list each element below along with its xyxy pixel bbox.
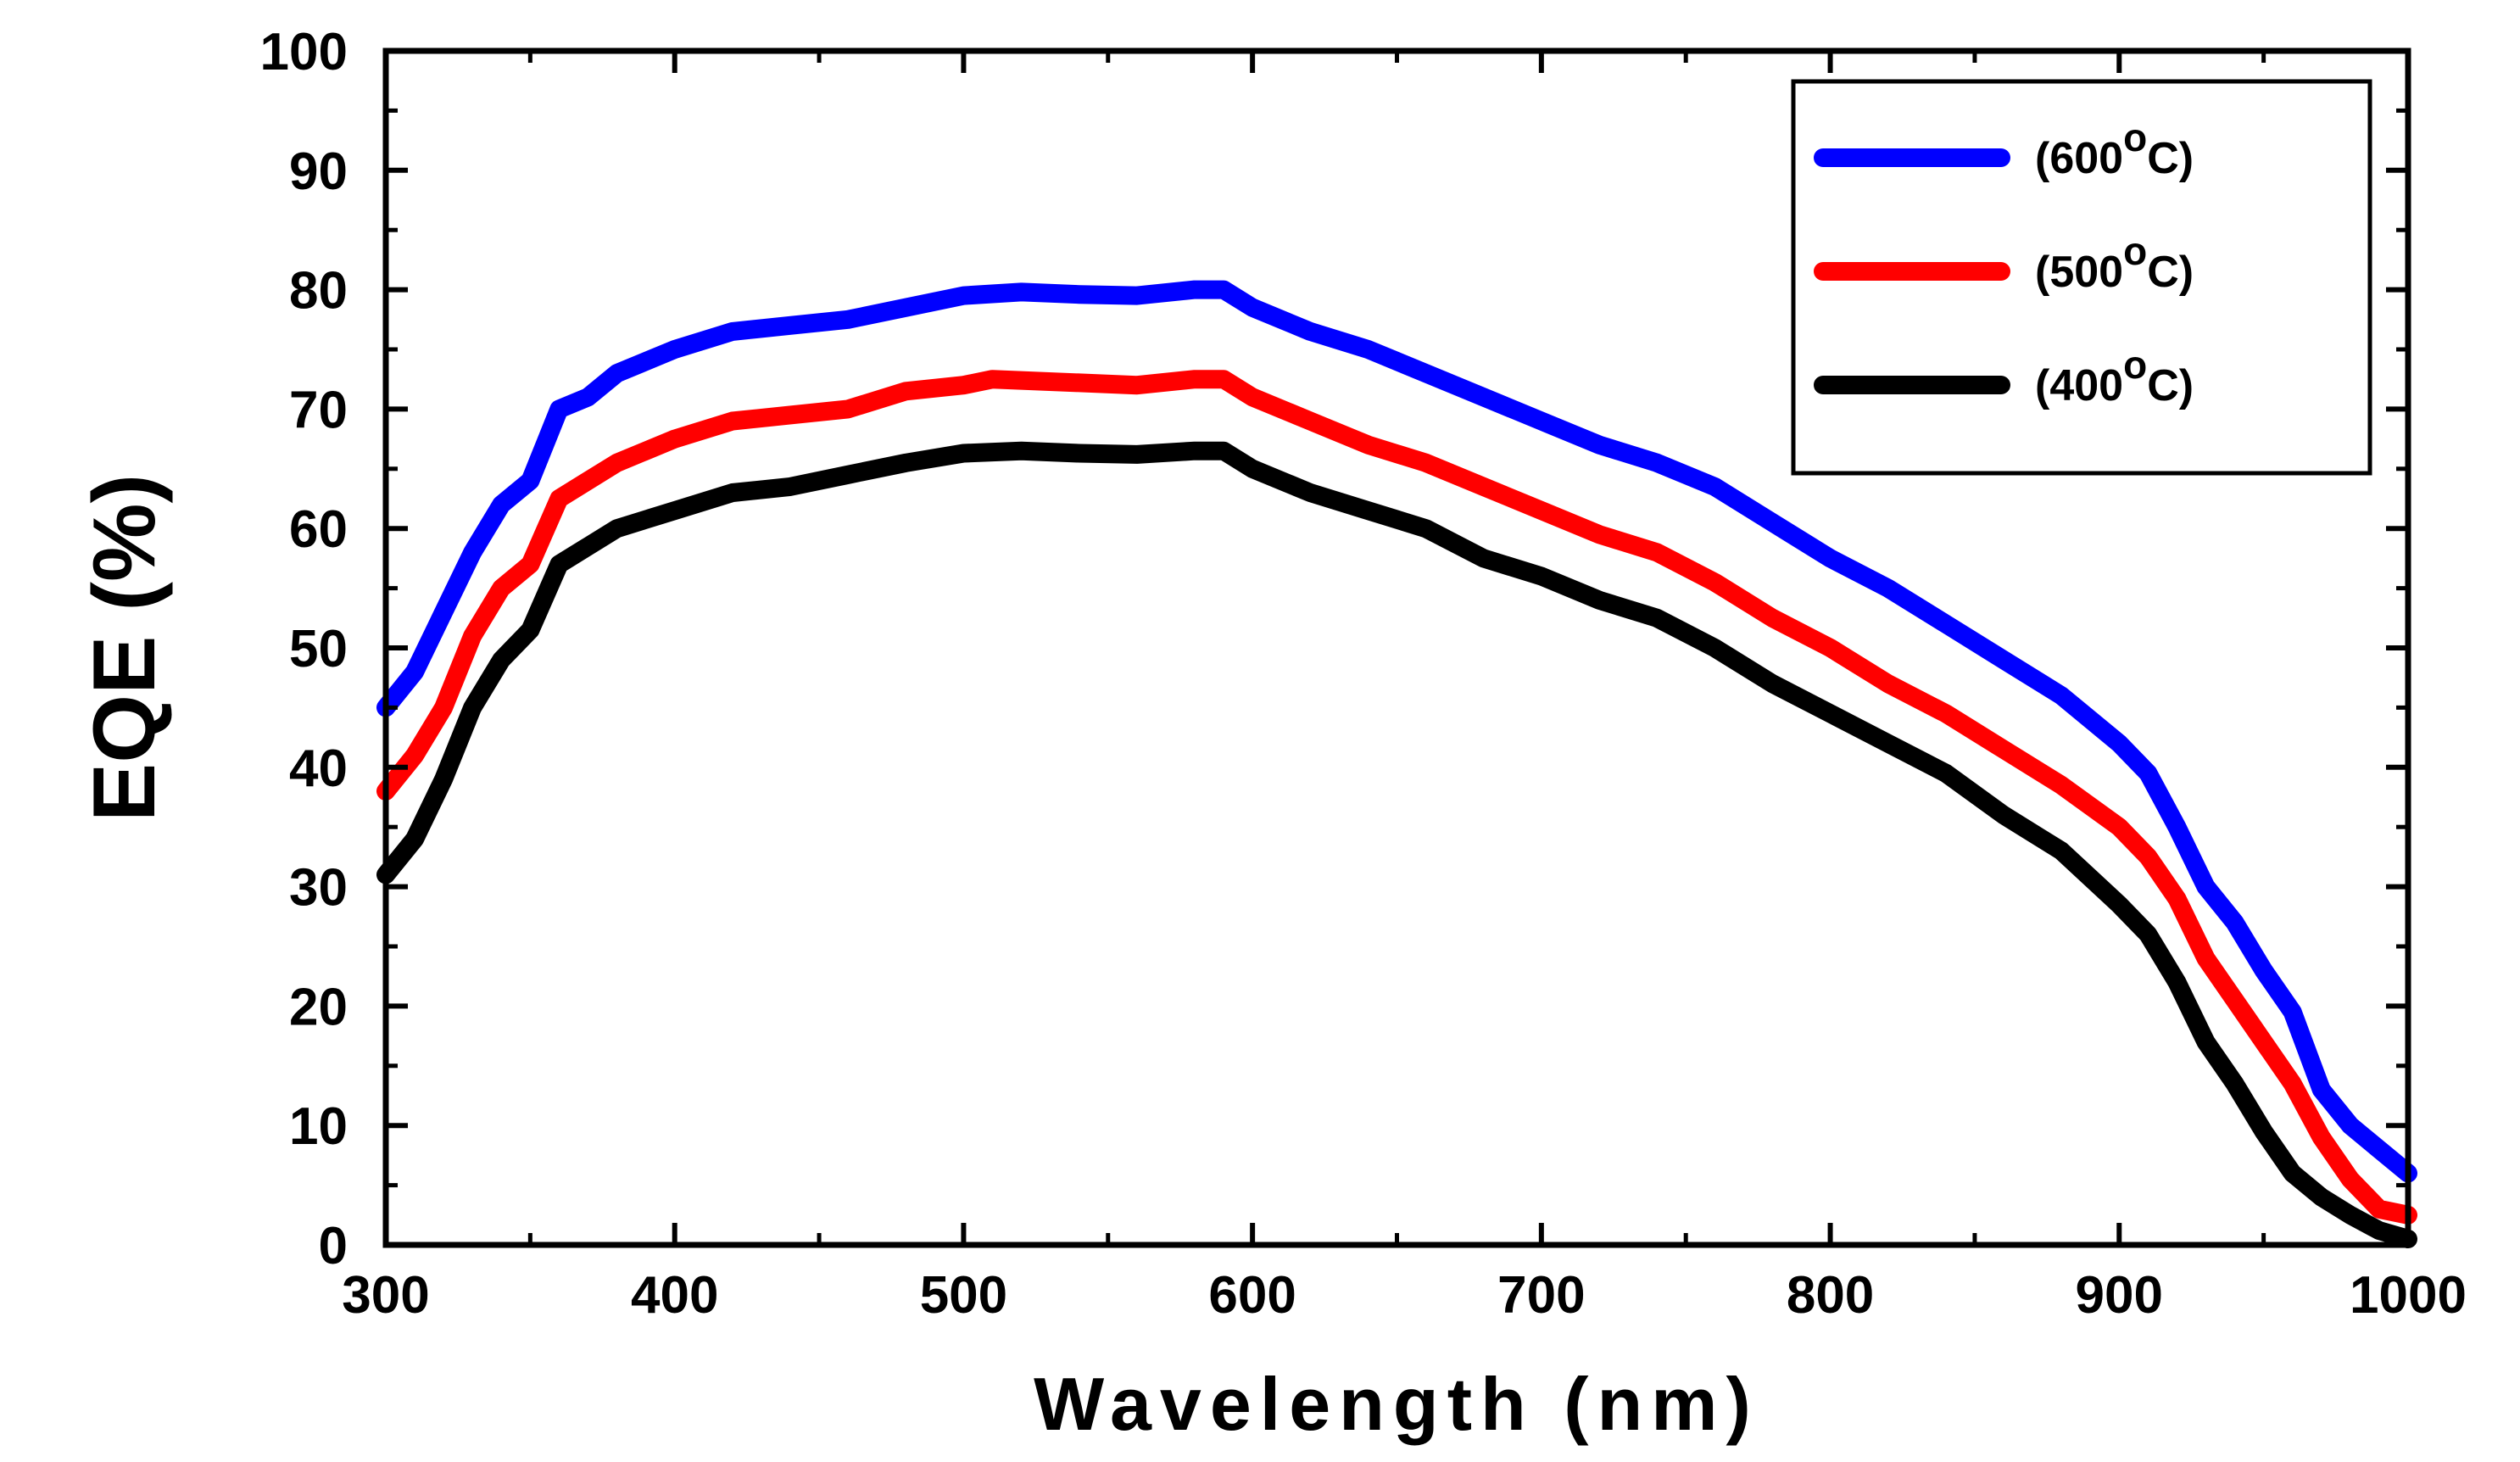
y-tick-label: 90: [289, 142, 348, 201]
legend-label-1: (500oC): [2035, 229, 2194, 297]
x-tick-label: 600: [1208, 1266, 1296, 1325]
legend-label-unit: C): [2147, 134, 2194, 183]
series-layer: [376, 280, 2417, 1248]
y-tick-label: 30: [289, 859, 348, 918]
y-tick-label: 60: [289, 500, 348, 559]
legend-label-unit: C): [2147, 361, 2194, 410]
x-axis-title: Wavelength (nm): [1034, 1362, 1759, 1446]
y-tick-label: 20: [289, 978, 348, 1036]
y-tick-label: 80: [289, 262, 348, 321]
legend-label-0: (600oC): [2035, 115, 2194, 183]
x-tick-label: 300: [342, 1266, 429, 1325]
x-tick-label: 900: [2076, 1266, 2163, 1325]
legend-label-temp: (500: [2035, 248, 2123, 297]
x-tick-label: 500: [920, 1266, 1007, 1325]
y-tick-label: 10: [289, 1097, 348, 1156]
x-tick-label: 1000: [2350, 1266, 2467, 1325]
legend-label-temp: (400: [2035, 361, 2123, 410]
legend: (600oC)(500oC)(400oC): [1791, 79, 2372, 476]
x-tick-label: 400: [631, 1266, 718, 1325]
y-tick-label: 0: [319, 1217, 348, 1275]
y-tick-label: 100: [260, 23, 348, 81]
x-tick-label: 700: [1497, 1266, 1585, 1325]
series-line-1: [376, 370, 2417, 1225]
y-tick-label: 40: [289, 739, 348, 798]
legend-label-degree: o: [2123, 343, 2147, 387]
legend-label-temp: (600: [2035, 134, 2123, 183]
series-line-0: [376, 280, 2417, 1183]
x-tick-label: 800: [1787, 1266, 1874, 1325]
legend-label-2: (400oC): [2035, 343, 2194, 410]
y-tick-label: 50: [289, 620, 348, 678]
y-axis-title: EQE (%): [75, 474, 174, 822]
series-line-2: [376, 441, 2417, 1248]
legend-label-degree: o: [2123, 115, 2147, 159]
ticks-layer: 300 400 500 600 700 800 900 1000 0 10 20 30 40 50 60 70…: [260, 23, 2467, 1325]
y-tick-label: 70: [289, 381, 348, 439]
legend-label-degree: o: [2123, 229, 2147, 273]
legend-label-unit: C): [2147, 248, 2194, 297]
